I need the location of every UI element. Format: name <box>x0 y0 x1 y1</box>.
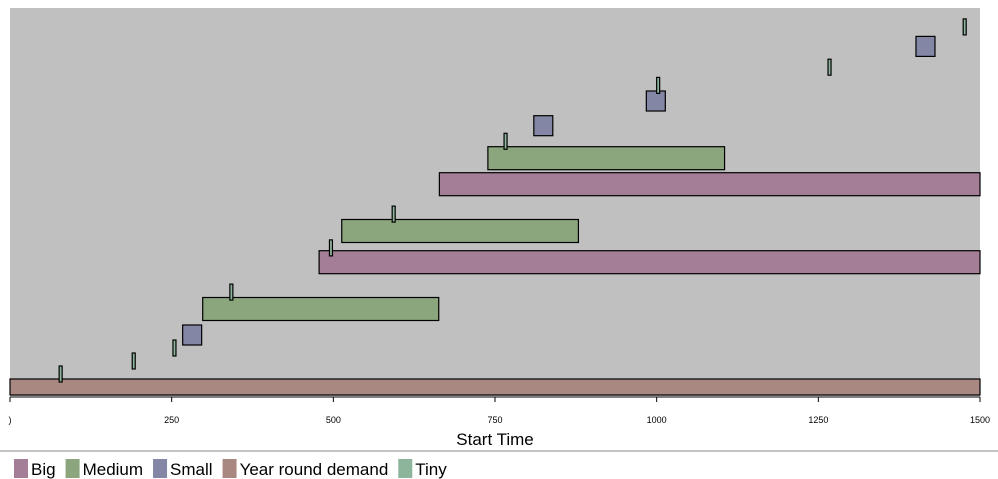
plot-area <box>10 8 980 396</box>
legend-swatch-year-round-demand <box>222 459 237 478</box>
legend: Big Medium Small Year round demand Tiny <box>14 459 447 479</box>
legend-swatch-medium <box>65 459 80 478</box>
x-tick-label-0: ) <box>9 415 12 425</box>
legend-swatch-big <box>14 459 28 478</box>
legend-label-medium: Medium <box>83 460 143 479</box>
legend-swatch-small <box>153 459 168 478</box>
bar-tiny-3 <box>172 339 177 357</box>
bar-small-15 <box>645 90 666 112</box>
x-tick-label-2: 500 <box>326 415 341 425</box>
bar-tiny-10 <box>391 205 396 223</box>
legend-label-tiny: Tiny <box>415 460 447 479</box>
legend-swatch-tiny <box>398 459 413 478</box>
bars-layer <box>9 18 981 396</box>
bar-tiny-2 <box>131 352 136 370</box>
bar-medium-9 <box>341 218 580 244</box>
bar-year-round-demand-0 <box>9 378 981 396</box>
legend-label-small: Small <box>170 460 213 479</box>
bar-small-18 <box>915 35 936 58</box>
legend-label-year-round-demand: Year round demand <box>240 460 389 479</box>
x-tick-label-6: 1500 <box>970 415 990 425</box>
x-tick-label-4: 1000 <box>647 415 667 425</box>
legend-label-big: Big <box>31 460 56 479</box>
bar-tiny-8 <box>328 239 334 257</box>
x-axis: ) 250 500 750 1000 1250 1500 <box>0 396 998 452</box>
bar-tiny-19 <box>962 18 967 36</box>
x-tick-label-3: 750 <box>487 415 502 425</box>
x-tick-label-1: 250 <box>164 415 179 425</box>
bar-tiny-16 <box>656 76 661 95</box>
bar-tiny-17 <box>827 58 832 76</box>
x-tick-label-5: 1250 <box>808 415 828 425</box>
bar-small-14 <box>533 115 554 137</box>
bar-big-7 <box>318 250 981 275</box>
bar-small-4 <box>182 324 203 346</box>
bar-tiny-13 <box>503 132 508 150</box>
bar-medium-12 <box>487 146 726 171</box>
bar-tiny-6 <box>229 283 234 301</box>
bar-tiny-1 <box>58 365 63 383</box>
x-axis-title: Start Time <box>456 430 533 449</box>
bar-medium-5 <box>202 296 440 322</box>
bar-big-11 <box>438 172 981 197</box>
